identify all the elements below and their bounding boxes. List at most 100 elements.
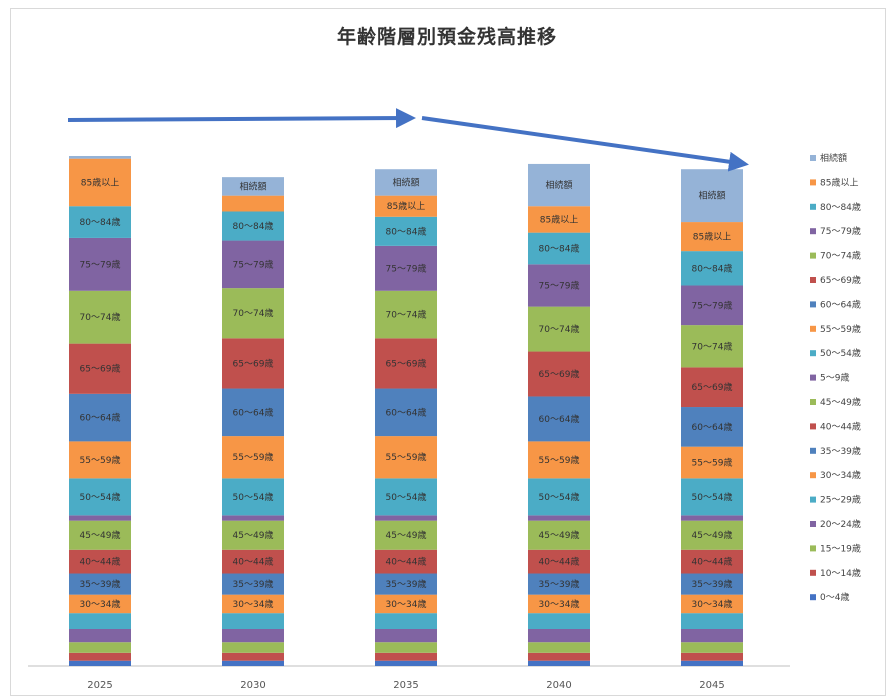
bar-segment (222, 177, 284, 196)
bar-segment (69, 573, 131, 595)
legend-label: 5～9歳 (820, 372, 849, 384)
segment-label: 70～74歳 (692, 340, 733, 352)
bar-segment (222, 613, 284, 630)
bar-segment (69, 290, 131, 344)
bar-segment (528, 264, 590, 307)
bar-segment (69, 478, 131, 516)
bar-segment (69, 343, 131, 394)
segment-label: 55～59歳 (233, 451, 274, 463)
bar-segment (681, 285, 743, 326)
segment-label: 70～74歳 (233, 307, 274, 319)
bar-segment (528, 478, 590, 516)
bar-segment (681, 251, 743, 286)
segment-label: 85歳以上 (387, 200, 425, 212)
bar-segment (69, 393, 131, 442)
bar-segment (375, 549, 437, 574)
bar-segment (69, 158, 131, 207)
segment-label: 55～59歳 (386, 451, 427, 463)
bar-segment (375, 629, 437, 643)
legend-label: 25～29歳 (820, 494, 861, 506)
bar-segment (222, 594, 284, 614)
x-tick-label: 2035 (393, 680, 418, 691)
segment-label: 40～44歳 (539, 556, 580, 568)
legend-label: 75～79歳 (820, 225, 861, 237)
bar-segment (528, 396, 590, 442)
bar-segment (222, 660, 284, 666)
bar-segment (375, 573, 437, 595)
segment-label: 35～39歳 (386, 578, 427, 590)
segment-label: 70～74歳 (539, 323, 580, 335)
bar-segment (681, 222, 743, 252)
bar-segment (69, 642, 131, 653)
bar-segment (681, 573, 743, 595)
bar-segment (528, 441, 590, 479)
segment-label: 65～69歳 (692, 381, 733, 393)
bar-segment (375, 245, 437, 291)
bar-segment (528, 520, 590, 550)
legend-swatch (810, 399, 816, 405)
legend-label: 70～74歳 (820, 250, 861, 262)
segment-label: 50～54歳 (233, 491, 274, 503)
legend-label: 85歳以上 (820, 176, 858, 188)
bar-segment (528, 594, 590, 614)
segment-label: 80～84歳 (539, 242, 580, 254)
legend-swatch (810, 521, 816, 527)
legend-swatch (810, 545, 816, 552)
legend-label: 0～4歳 (820, 591, 849, 603)
segment-label: 65～69歳 (233, 357, 274, 369)
segment-label: 60～64歳 (692, 421, 733, 433)
segment-label: 50～54歳 (539, 491, 580, 503)
bar-segment (528, 573, 590, 595)
bar-segment (528, 515, 590, 521)
bar-segment (222, 652, 284, 661)
segment-label: 65～69歳 (80, 363, 121, 375)
trend-arrow-decline (421, 116, 749, 172)
bar-segment (528, 652, 590, 661)
segment-label: 40～44歳 (233, 556, 274, 568)
segment-label: 45～49歳 (386, 529, 427, 541)
bar-segment (375, 436, 437, 479)
legend-swatch (810, 301, 816, 308)
bar-segment (528, 613, 590, 630)
bar-segment (681, 325, 743, 368)
bar-segment (681, 594, 743, 614)
bar-segment (375, 290, 437, 339)
segment-label: 35～39歳 (233, 578, 274, 590)
segment-label: 75～79歳 (692, 299, 733, 311)
bar-segment (69, 629, 131, 643)
legend-label: 35～39歳 (820, 445, 861, 457)
bar-segment (375, 515, 437, 521)
bar-segment (375, 652, 437, 661)
bar-segment (528, 206, 590, 233)
bar-segment (681, 520, 743, 550)
segment-label: 85歳以上 (81, 176, 119, 188)
legend-swatch (810, 350, 816, 357)
bar-segment (375, 338, 437, 389)
bar-segment (528, 232, 590, 265)
legend-label: 80～84歳 (820, 201, 861, 213)
bar-segment (681, 660, 743, 666)
bar-segment (222, 211, 284, 241)
segment-label: 60～64歳 (80, 412, 121, 424)
chart-title: 年齢階層別預金残高推移 (336, 26, 557, 48)
segment-label: 55～59歳 (539, 454, 580, 466)
legend-swatch (810, 472, 816, 479)
bar-segment (375, 169, 437, 196)
legend-label: 45～49歳 (820, 396, 861, 408)
segment-label: 30～34歳 (539, 598, 580, 610)
bar-segment (69, 515, 131, 521)
segment-label: 55～59歳 (692, 457, 733, 469)
segment-label: 45～49歳 (80, 529, 121, 541)
segment-label: 75～79歳 (386, 262, 427, 274)
x-tick-label: 2040 (546, 680, 571, 691)
bar-segment (528, 306, 590, 352)
segment-label: 65～69歳 (386, 357, 427, 369)
x-tick-label: 2045 (699, 680, 724, 691)
bar-segment (222, 478, 284, 516)
bar-segment (69, 594, 131, 614)
legend-swatch (810, 374, 816, 381)
segment-label: 30～34歳 (692, 598, 733, 610)
bar-segment (222, 515, 284, 521)
bar-segment (681, 652, 743, 661)
